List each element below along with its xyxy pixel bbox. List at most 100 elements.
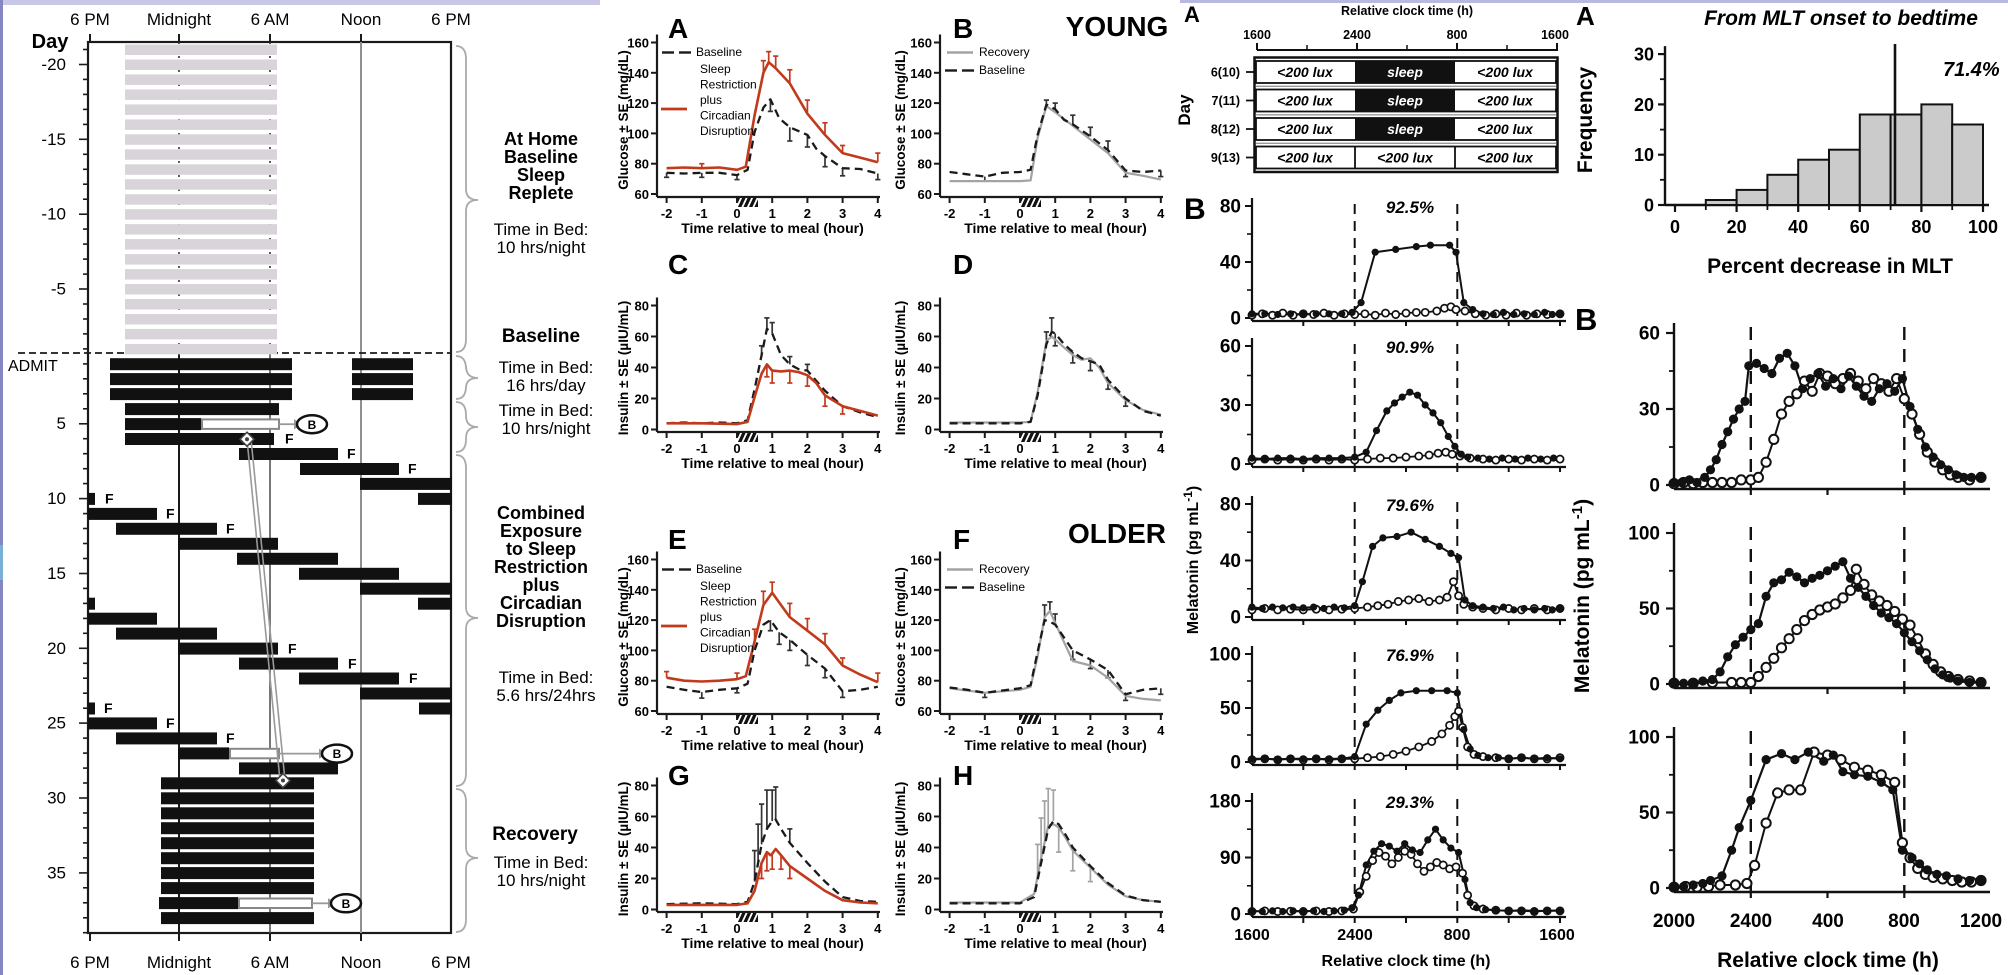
svg-text:Sleep: Sleep [700,62,731,76]
svg-text:100: 100 [627,643,649,658]
svg-text:1600: 1600 [1234,927,1270,944]
svg-text:2: 2 [1087,723,1094,738]
svg-text:0: 0 [733,723,740,738]
svg-text:1: 1 [1052,206,1059,221]
svg-text:80: 80 [918,779,932,794]
svg-text:6 AM: 6 AM [251,953,290,972]
svg-text:0: 0 [1230,309,1241,330]
svg-text:2: 2 [1087,921,1094,936]
svg-text:B: B [1575,302,1597,337]
svg-text:-1: -1 [979,723,991,738]
svg-text:plus: plus [700,93,722,107]
svg-text:Baseline: Baseline [696,562,742,576]
svg-text:80: 80 [918,674,932,689]
svg-text:0: 0 [925,903,932,918]
svg-text:0: 0 [1649,879,1660,900]
svg-text:Time relative to meal (hour): Time relative to meal (hour) [964,935,1147,951]
svg-text:<200 lux: <200 lux [1477,93,1534,109]
svg-text:Midnight: Midnight [147,10,212,29]
svg-text:From MLT onset to bedtime: From MLT onset to bedtime [1704,7,1978,30]
svg-text:180: 180 [1209,792,1241,813]
svg-text:10: 10 [1634,145,1654,165]
svg-text:F: F [288,640,297,656]
svg-text:2: 2 [1087,441,1094,456]
svg-text:<200 lux: <200 lux [1477,64,1534,80]
svg-text:35: 35 [47,863,66,882]
svg-text:0: 0 [642,903,649,918]
svg-text:4: 4 [1157,441,1165,456]
svg-text:6 PM: 6 PM [431,10,471,29]
svg-text:60: 60 [635,187,649,202]
svg-text:-20: -20 [41,55,66,74]
svg-text:160: 160 [910,553,932,568]
svg-text:Time in Bed:: Time in Bed: [499,358,594,377]
svg-text:20: 20 [1727,217,1747,237]
svg-text:29.3%: 29.3% [1385,793,1434,812]
svg-text:Insulin ± SE (µIU/mL): Insulin ± SE (µIU/mL) [616,301,631,435]
svg-text:1: 1 [769,723,776,738]
svg-text:F: F [226,521,235,537]
svg-text:G: G [668,760,690,791]
svg-text:Baseline: Baseline [696,45,742,59]
svg-text:800: 800 [1888,911,1920,932]
svg-text:120: 120 [910,613,932,628]
svg-text:40: 40 [918,841,932,856]
svg-text:3: 3 [1122,441,1129,456]
svg-text:3: 3 [1122,723,1129,738]
svg-text:Exposure: Exposure [500,521,582,541]
svg-text:10 hrs/night: 10 hrs/night [497,238,586,257]
svg-text:-2: -2 [661,206,673,221]
svg-text:50: 50 [1639,599,1660,620]
svg-text:-1: -1 [979,921,991,936]
svg-text:F: F [409,670,418,686]
svg-text:71.4%: 71.4% [1943,59,2000,81]
svg-text:140: 140 [627,583,649,598]
svg-text:0: 0 [642,423,649,438]
svg-text:F: F [953,524,970,555]
svg-text:0: 0 [1670,217,1680,237]
svg-text:7(11): 7(11) [1212,94,1241,108]
svg-text:Time relative to meal (hour): Time relative to meal (hour) [681,455,864,471]
svg-text:Sleep: Sleep [700,579,731,593]
svg-text:20: 20 [1634,95,1654,115]
svg-text:-2: -2 [944,206,956,221]
svg-text:100: 100 [1209,645,1241,666]
svg-text:60: 60 [1220,337,1241,358]
svg-text:D: D [953,249,973,280]
svg-text:80: 80 [1911,217,1931,237]
svg-text:160: 160 [910,36,932,51]
svg-text:sleep: sleep [1387,64,1423,80]
svg-text:6 PM: 6 PM [70,10,110,29]
svg-text:2: 2 [804,921,811,936]
svg-text:Combined: Combined [497,503,585,523]
svg-text:Frequency: Frequency [1574,67,1597,174]
svg-text:60: 60 [918,704,932,719]
svg-text:Sleep: Sleep [517,165,565,185]
svg-text:0: 0 [1649,675,1660,696]
svg-text:-1: -1 [696,921,708,936]
svg-text:2400: 2400 [1343,28,1371,42]
svg-text:1: 1 [1052,441,1059,456]
svg-text:60: 60 [1850,217,1870,237]
svg-text:Day: Day [32,31,70,53]
svg-text:100: 100 [1628,524,1660,545]
svg-text:20: 20 [635,392,649,407]
svg-text:F: F [104,700,113,716]
svg-text:-15: -15 [41,130,66,149]
svg-text:60: 60 [918,810,932,825]
svg-text:F: F [285,431,294,447]
svg-text:A: A [1184,2,1200,27]
svg-text:160: 160 [627,36,649,51]
svg-text:Circadian: Circadian [700,109,751,123]
svg-text:6 PM: 6 PM [70,953,110,972]
svg-text:0: 0 [733,206,740,221]
svg-text:3: 3 [839,723,846,738]
svg-text:4: 4 [874,206,882,221]
svg-text:3: 3 [1122,921,1129,936]
svg-text:1: 1 [769,206,776,221]
svg-text:10: 10 [47,489,66,508]
svg-text:1600: 1600 [1243,28,1271,42]
svg-text:Time relative to meal (hour): Time relative to meal (hour) [964,455,1147,471]
svg-text:<200 lux: <200 lux [1277,150,1334,166]
svg-text:1: 1 [769,921,776,936]
